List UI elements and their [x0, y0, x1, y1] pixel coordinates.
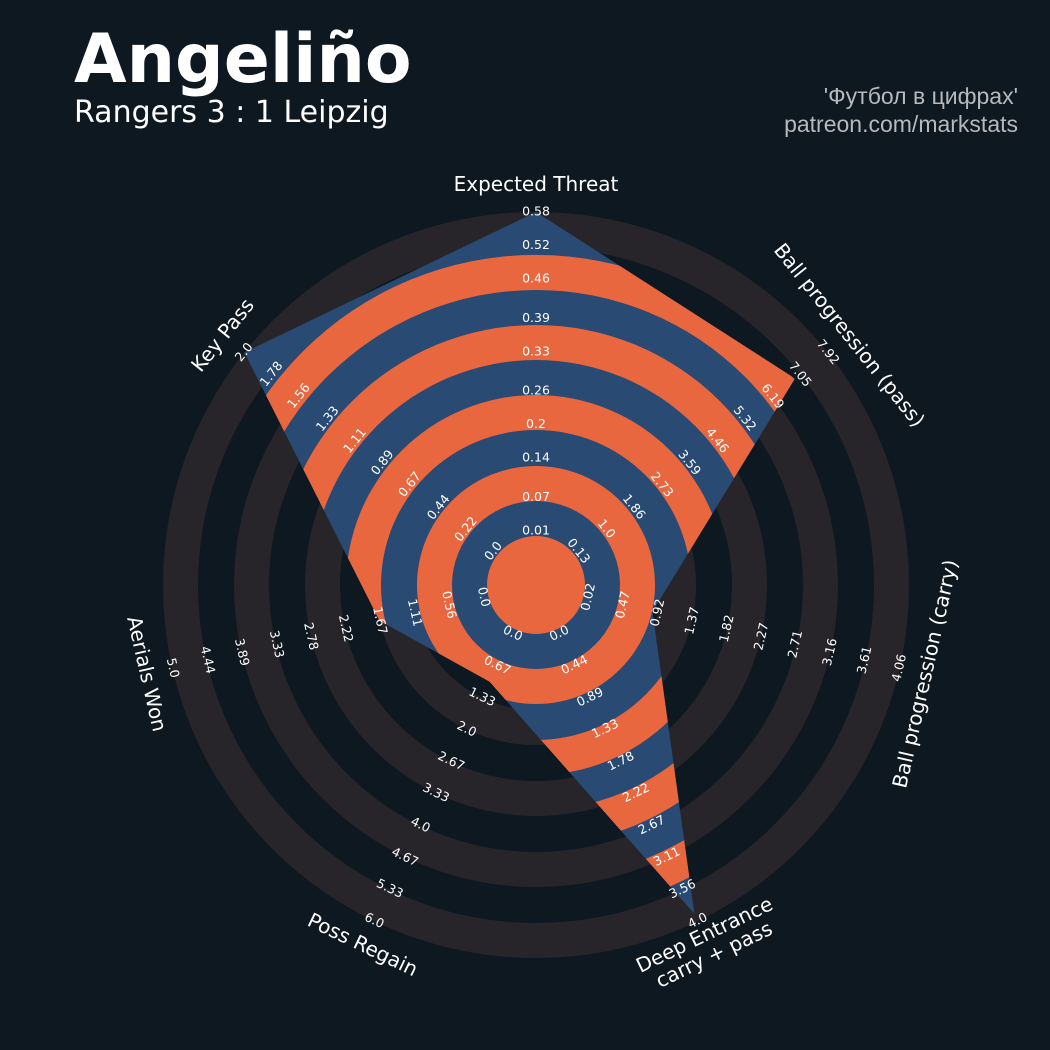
tick-label: 0.01: [522, 523, 550, 538]
radar-ring: [417, 466, 655, 704]
tick-label: 3.89: [232, 637, 253, 668]
tick-label: 3.33: [267, 629, 288, 659]
tick-label: 0.02: [577, 582, 598, 612]
tick-label: 0.2: [526, 416, 546, 431]
tick-label: 3.16: [819, 637, 840, 668]
credit: 'Футбол в цифрах': [824, 83, 1018, 109]
tick-label: 5.0: [164, 656, 183, 679]
tick-label: 0.0: [475, 585, 494, 608]
chart-title: Angeliño: [74, 20, 412, 99]
tick-label: 1.37: [681, 605, 702, 635]
tick-label: 1.67: [370, 605, 391, 635]
tick-label: 0.56: [439, 590, 460, 621]
tick-label: 0.33: [522, 343, 550, 358]
tick-label: 0.52: [522, 237, 550, 252]
tick-label: 0.39: [522, 310, 550, 325]
chart-subtitle: Rangers 3 : 1 Leipzig: [74, 95, 389, 130]
tick-label: 3.61: [854, 645, 875, 675]
tick-label: 0.14: [522, 450, 550, 465]
axis-label-line: Aerials Won: [123, 614, 173, 734]
credit: patreon.com/markstats: [784, 111, 1018, 137]
tick-label: 0.07: [522, 489, 550, 504]
tick-label: 0.47: [612, 589, 633, 619]
tick-label: 1.11: [405, 597, 426, 627]
tick-label: 2.71: [784, 629, 805, 659]
axis-label: Aerials Won: [123, 614, 173, 734]
tick-label: 0.46: [522, 271, 550, 286]
axis-label: Expected Threat: [454, 172, 619, 196]
tick-label: 2.22: [336, 613, 357, 643]
tick-label: 4.06: [888, 653, 909, 684]
tick-label: 0.58: [522, 204, 550, 219]
axis-label-line: Expected Threat: [454, 172, 619, 196]
tick-label: 2.27: [750, 621, 771, 651]
radar-rings: [244, 255, 795, 914]
radar-ring: [487, 536, 585, 634]
tick-label: 0.92: [647, 597, 668, 627]
tick-label: 2.78: [301, 621, 322, 652]
tick-label: 4.44: [198, 645, 219, 676]
tick-label: 1.82: [716, 613, 737, 643]
tick-label: 0.26: [522, 383, 550, 398]
